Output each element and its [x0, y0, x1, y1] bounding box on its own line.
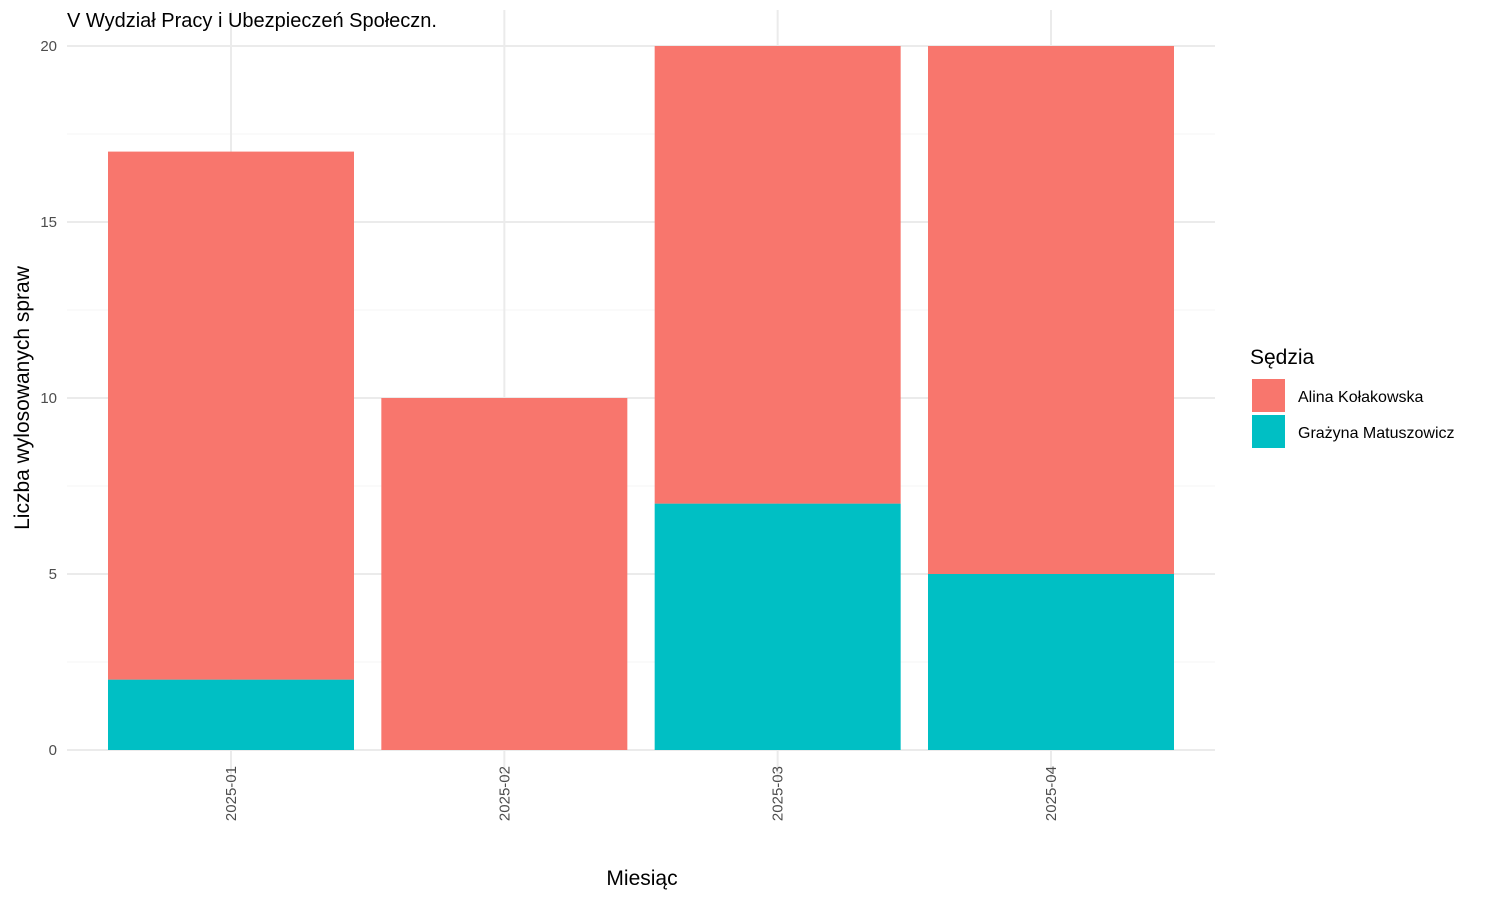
bars: [108, 46, 1174, 750]
y-axis-title: Liczba wylosowanych spraw: [11, 265, 34, 530]
x-tick-label: 2025-04: [1043, 766, 1060, 821]
y-tick-label: 10: [40, 390, 57, 407]
y-tick-label: 5: [49, 566, 57, 583]
x-tick-label: 2025-01: [223, 766, 240, 821]
bar-segment: [654, 503, 901, 750]
chart-title: V Wydział Pracy i Ubezpieczeń Społeczn.: [67, 10, 437, 32]
tick-labels: 0 5 10 15 20 2025-01 2025-02 2025-03 2025-04: [40, 38, 1060, 821]
legend: Sędzia Alina Kołakowska Grażyna Matuszowi…: [1250, 346, 1455, 448]
legend-swatch: [1252, 415, 1285, 448]
bar-segment: [381, 398, 628, 750]
legend-label: Alina Kołakowska: [1298, 389, 1424, 406]
legend-title: Sędzia: [1250, 346, 1315, 369]
bar-segment: [928, 46, 1174, 574]
legend-swatch: [1252, 379, 1285, 412]
y-tick-label: 0: [49, 742, 57, 759]
legend-items: Alina Kołakowska Grażyna Matuszowicz: [1252, 379, 1455, 448]
bar-segment: [108, 679, 354, 750]
x-tick-label: 2025-03: [770, 766, 787, 821]
bar-segment: [108, 151, 354, 680]
x-tick-label: 2025-02: [496, 766, 513, 821]
legend-label: Grażyna Matuszowicz: [1298, 425, 1455, 442]
bar-segment: [654, 46, 901, 504]
y-tick-label: 20: [40, 38, 57, 55]
y-tick-label: 15: [40, 214, 57, 231]
bar-segment: [928, 574, 1174, 750]
x-axis-title: Miesiąc: [606, 867, 677, 890]
